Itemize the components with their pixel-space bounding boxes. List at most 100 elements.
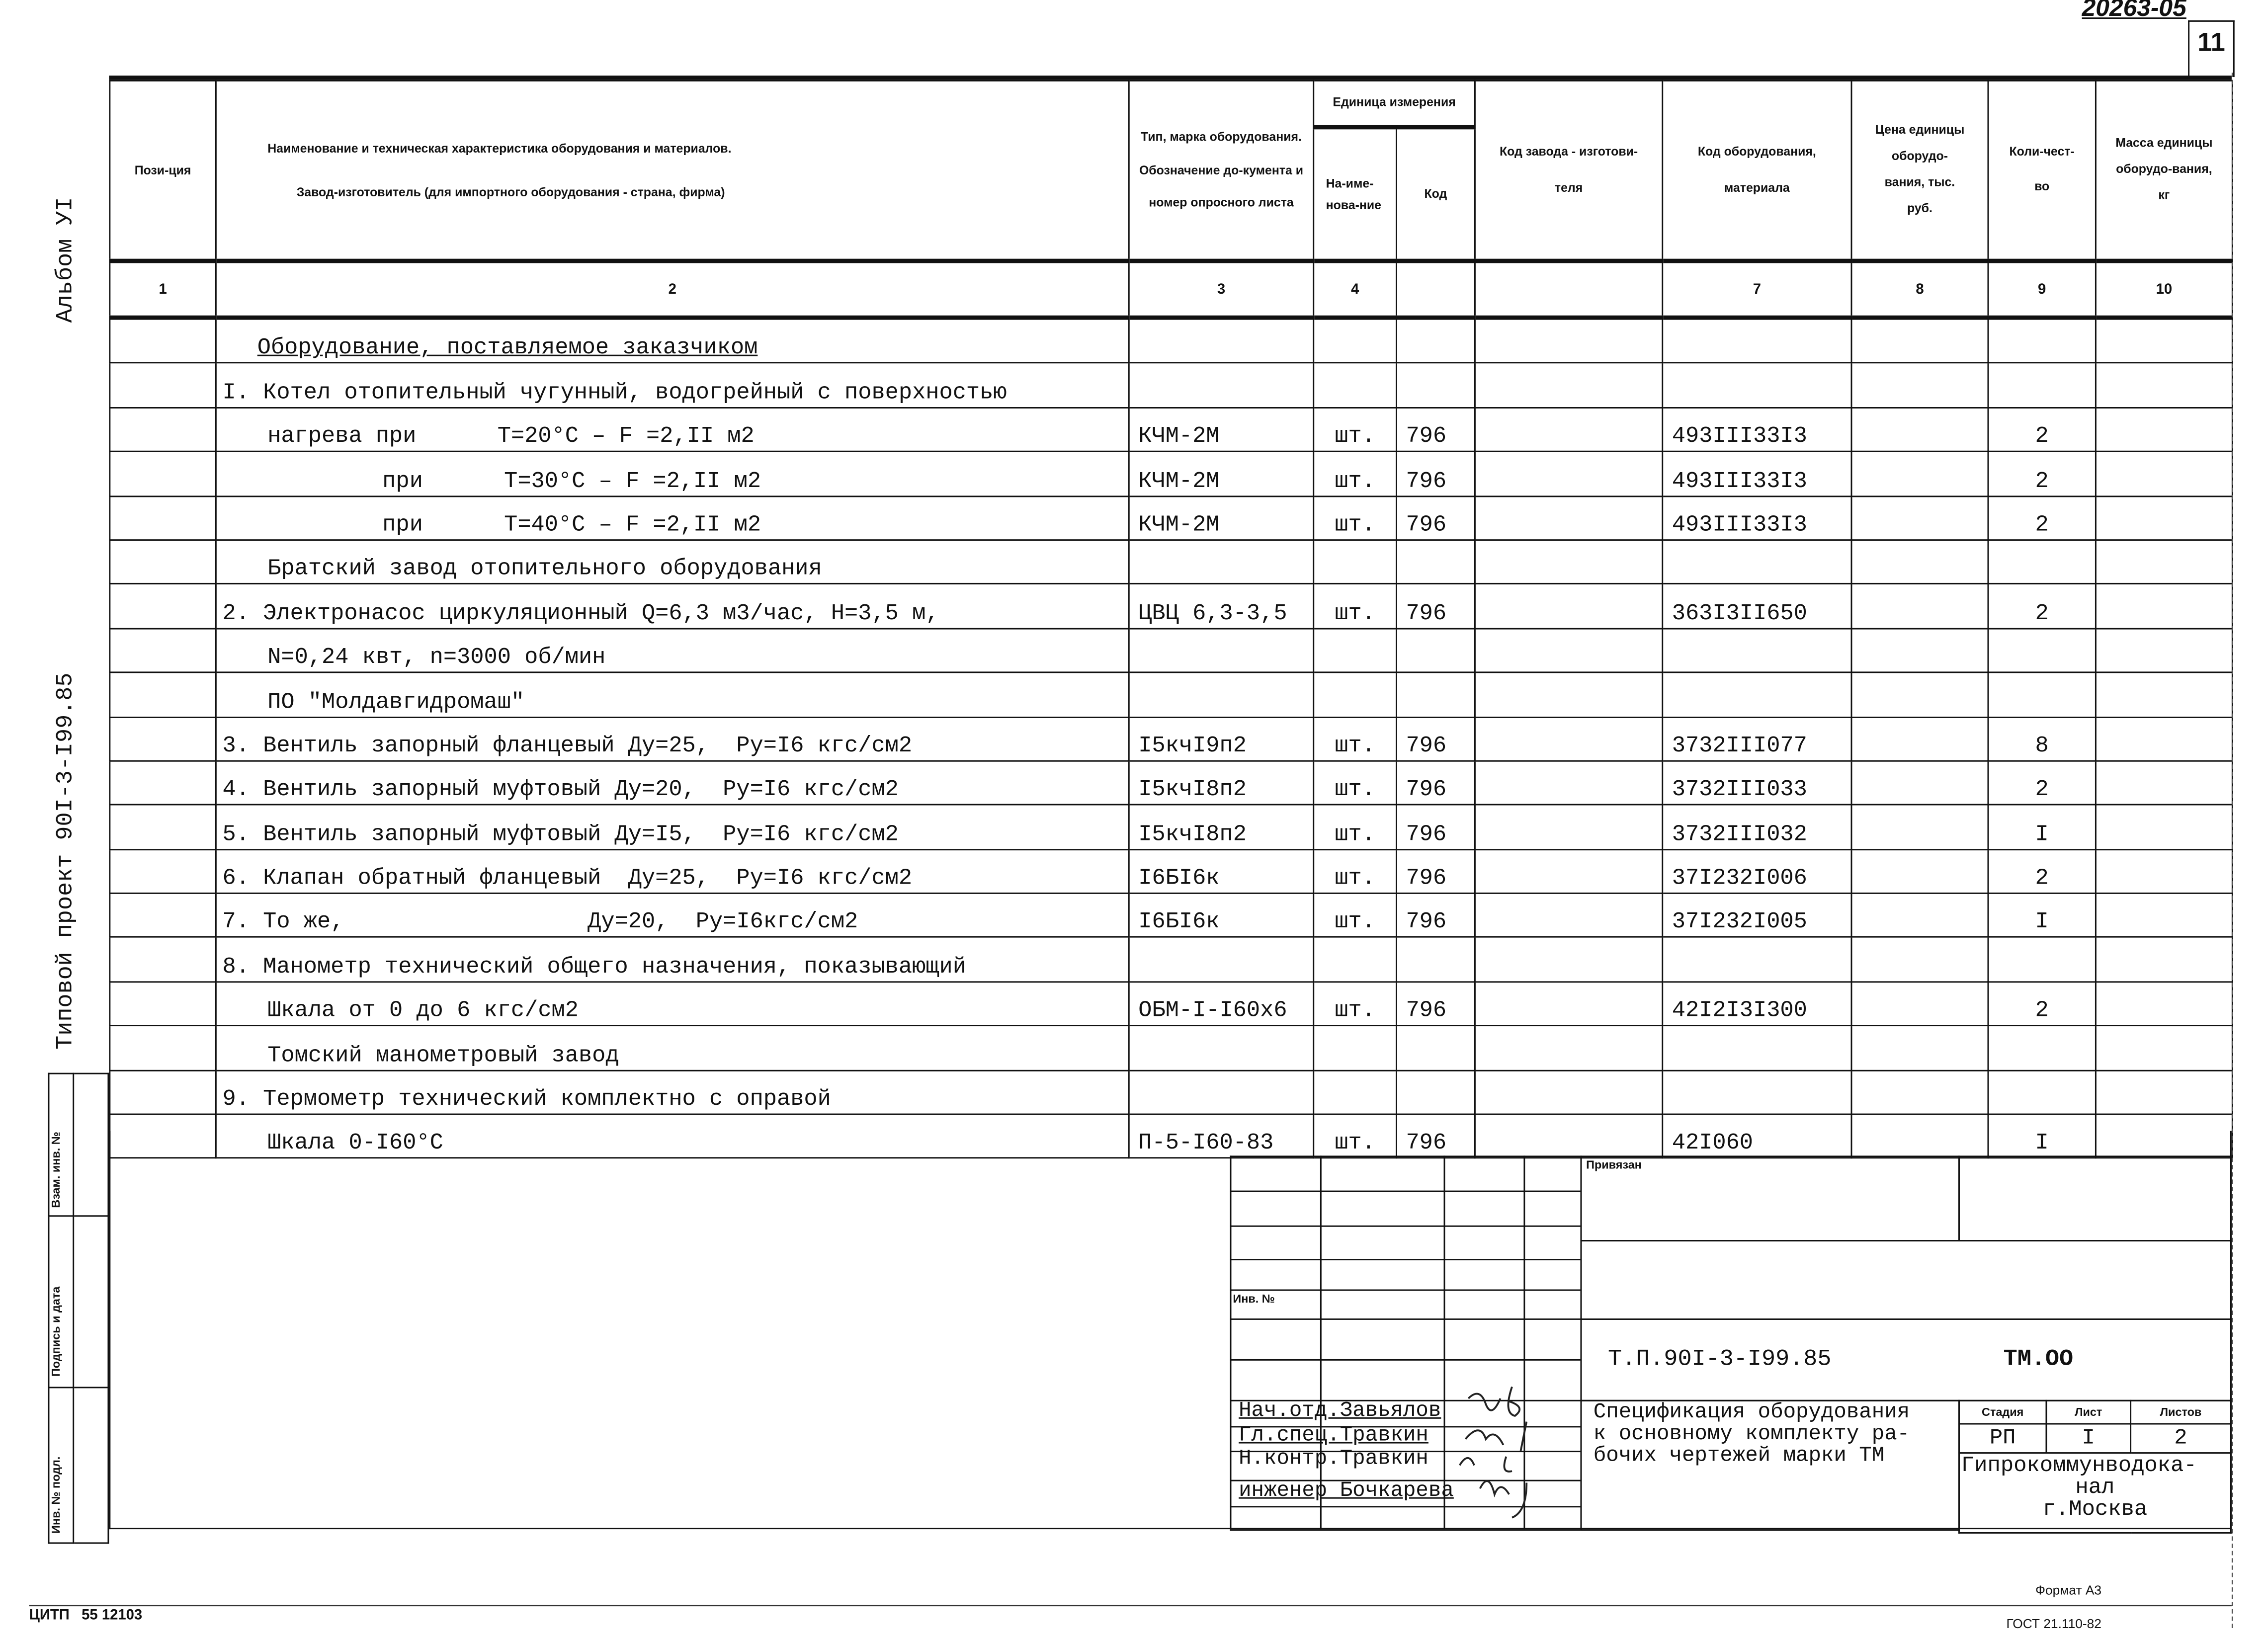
- position-cell: [109, 317, 217, 364]
- unit-cell: шт.: [1313, 1113, 1397, 1159]
- maker-code-cell: [1474, 1113, 1664, 1159]
- mass-cell: [2095, 451, 2233, 497]
- quantity-cell: 2: [1987, 760, 2097, 806]
- margin-stamp: Взам. инв. № Подпись и дата Инв. № подл.: [48, 1072, 109, 1544]
- header-position: Пози-ция: [109, 80, 217, 263]
- unit-code-cell: 796: [1395, 495, 1476, 541]
- maker-code-cell: [1474, 583, 1664, 629]
- grid-line: [1230, 1155, 1232, 1530]
- equipment-code-cell: 493III33I3: [1662, 407, 1852, 453]
- type-cell: П-5-I60-83: [1128, 1113, 1315, 1159]
- unit-code-cell: [1395, 317, 1476, 364]
- price-cell: [1850, 539, 1989, 585]
- trim-line: [2231, 73, 2233, 1628]
- header-mass: Масса единицы оборудо-вания, кг: [2095, 80, 2233, 263]
- stamp-label-replaced: Взам. инв. №: [49, 1132, 63, 1208]
- column-number: 4: [1313, 260, 1397, 320]
- name-cell: Оборудование, поставляемое заказчиком: [215, 317, 1130, 364]
- equipment-code-cell: 363I3II650: [1662, 583, 1852, 629]
- quantity-cell: 2: [1987, 495, 2097, 541]
- table-row: Братский завод отопительного оборудовани…: [109, 539, 2233, 585]
- table-row: Шкала от 0 до 6 кгс/см2 ОБМ-I-I60х6 шт. 796…: [109, 981, 2233, 1027]
- table-row: 2. Электронасос циркуляционный Q=6,3 м3/…: [109, 583, 2233, 629]
- organization-line: нал: [2075, 1475, 2115, 1500]
- name-cell: Томский манометровый завод: [215, 1025, 1130, 1071]
- price-cell: [1850, 1113, 1989, 1159]
- type-cell: КЧМ-2М: [1128, 451, 1315, 497]
- position-cell: [109, 804, 217, 850]
- grid-line: [1523, 1155, 1525, 1530]
- signature-row: Гл.спец.Травкин: [1239, 1424, 1428, 1448]
- sheet-mark-box: 11: [2188, 20, 2235, 78]
- position-cell: [109, 627, 217, 673]
- quantity-cell: I: [1987, 1113, 2097, 1159]
- document-title-line: Спецификация оборудования: [1593, 1401, 1910, 1425]
- grid-line: [1230, 1529, 1581, 1531]
- price-cell: [1850, 937, 1989, 983]
- name-cell: N=0,24 квт, n=3000 об/мин: [215, 627, 1130, 673]
- column-number: 2: [215, 260, 1130, 320]
- table-row: 5. Вентиль запорный муфтовый Ду=I5, Ру=I…: [109, 804, 2233, 850]
- column-number: [1395, 260, 1476, 320]
- grid-line: [1230, 1399, 1581, 1401]
- unit-cell: шт.: [1313, 583, 1397, 629]
- header-unit-name: На-име-нова-ние: [1313, 126, 1397, 263]
- attached-label: Привязан: [1586, 1158, 1642, 1172]
- mass-cell: [2095, 981, 2233, 1027]
- organization-line: г.Москва: [2042, 1497, 2148, 1522]
- quantity-cell: [1987, 362, 2097, 409]
- type-cell: [1128, 627, 1315, 673]
- unit-code-cell: 796: [1395, 804, 1476, 850]
- unit-cell: [1313, 539, 1397, 585]
- header-unit: Единица измерения: [1313, 80, 1476, 130]
- unit-code-cell: 796: [1395, 583, 1476, 629]
- unit-code-cell: [1395, 1069, 1476, 1115]
- mass-cell: [2095, 407, 2233, 453]
- mass-cell: [2095, 716, 2233, 762]
- grid-line: [1230, 1426, 1581, 1428]
- name-cell: 4. Вентиль запорный муфтовый Ду=20, Ру=I…: [215, 760, 1130, 806]
- unit-cell: шт.: [1313, 981, 1397, 1027]
- position-cell: [109, 1069, 217, 1115]
- header-price: Цена единицы оборудо-вания, тыс. руб.: [1850, 80, 1989, 263]
- unit-code-cell: [1395, 937, 1476, 983]
- name-cell: нагрева при T=20°C – F =2,II м2: [215, 407, 1130, 453]
- mass-cell: [2095, 317, 2233, 364]
- type-cell: [1128, 1025, 1315, 1071]
- mass-cell: [2095, 362, 2233, 409]
- mass-cell: [2095, 848, 2233, 895]
- mass-cell: [2095, 893, 2233, 939]
- quantity-cell: 2: [1987, 981, 2097, 1027]
- equipment-code-cell: [1662, 1069, 1852, 1115]
- mass-cell: [2095, 760, 2233, 806]
- stage-table: Стадия Лист Листов РП I 2 Гипрокоммунвод…: [1958, 1399, 2232, 1534]
- maker-code-cell: [1474, 451, 1664, 497]
- maker-code-cell: [1474, 848, 1664, 895]
- name-cell: Шкала 0-I60°C: [215, 1113, 1130, 1159]
- column-number: 3: [1128, 260, 1315, 320]
- quantity-cell: [1987, 671, 2097, 718]
- grid-line: [1320, 1155, 1322, 1530]
- grid-line: [1230, 1289, 1581, 1291]
- table-row: N=0,24 квт, n=3000 об/мин: [109, 627, 2233, 673]
- grid-line: [1230, 1190, 1581, 1192]
- equipment-code-cell: 3732III032: [1662, 804, 1852, 850]
- maker-code-cell: [1474, 804, 1664, 850]
- position-cell: [109, 671, 217, 718]
- position-cell: [109, 583, 217, 629]
- grid-line: [1230, 1259, 1581, 1260]
- type-cell: КЧМ-2М: [1128, 407, 1315, 453]
- unit-cell: шт.: [1313, 804, 1397, 850]
- stage-value: РП: [1958, 1423, 2047, 1454]
- equipment-code-cell: [1662, 362, 1852, 409]
- quantity-cell: 2: [1987, 407, 2097, 453]
- table-row: ПО "Молдавгидромаш": [109, 671, 2233, 718]
- position-cell: [109, 848, 217, 895]
- unit-code-cell: [1395, 671, 1476, 718]
- equipment-code-cell: 37I232I005: [1662, 893, 1852, 939]
- grid-line: [1230, 1479, 1581, 1481]
- type-cell: [1128, 539, 1315, 585]
- equipment-code-cell: 493III33I3: [1662, 451, 1852, 497]
- document-number: 20263-05: [2082, 0, 2186, 22]
- equipment-code-cell: 42I2I3I300: [1662, 981, 1852, 1027]
